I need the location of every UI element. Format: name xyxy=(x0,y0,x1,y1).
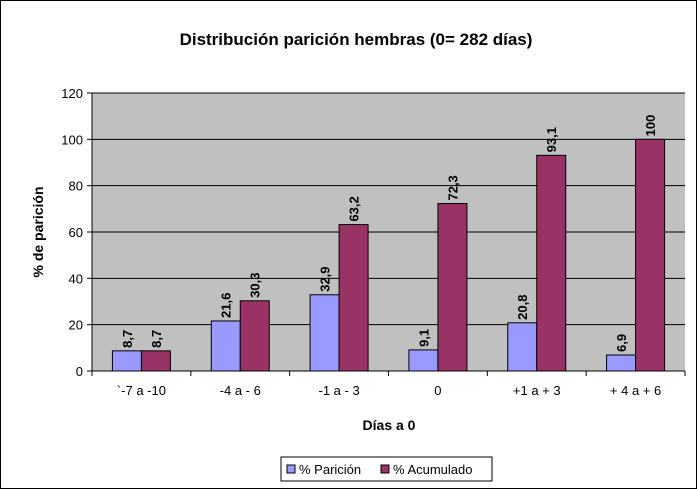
x-tick-label: +1 a + 3 xyxy=(513,383,561,398)
y-tick-label: 120 xyxy=(61,86,83,101)
bar-paricion xyxy=(507,322,538,372)
x-axis-ticks: `-7 a -10 -4 a - 6 -1 a - 3 0 +1 a + 3 + 4 a … xyxy=(91,371,686,398)
data-label: 100 xyxy=(643,115,658,137)
bar-acumulado xyxy=(437,203,468,372)
legend-swatch-paricion xyxy=(286,464,296,474)
bar-acumulado xyxy=(140,350,171,372)
legend-label-paricion: % Parición xyxy=(299,462,361,477)
bar-acumulado xyxy=(239,300,270,372)
data-label: 9,1 xyxy=(416,329,431,347)
legend: % Parición % Acumulado xyxy=(280,456,493,482)
y-axis-ticks: 0 20 40 60 80 100 120 xyxy=(61,86,92,379)
bar-paricion xyxy=(408,349,439,372)
x-tick-label: 0 xyxy=(434,383,441,398)
bar-acumulado xyxy=(635,138,666,372)
x-tick-label: -4 a - 6 xyxy=(220,383,261,398)
y-tick-label: 100 xyxy=(61,132,83,147)
bar-paricion xyxy=(309,294,340,372)
data-label: 8,7 xyxy=(120,330,135,348)
legend-swatch-acumulado xyxy=(380,464,390,474)
data-label: 21,6 xyxy=(219,293,234,318)
y-tick-label: 60 xyxy=(69,225,83,240)
bar-paricion xyxy=(111,350,142,372)
data-label: 72,3 xyxy=(445,175,460,200)
axes xyxy=(91,93,685,372)
data-label: 20,8 xyxy=(515,295,530,320)
y-tick-label: 0 xyxy=(76,364,83,379)
gridlines xyxy=(92,92,685,372)
x-tick-label: -1 a - 3 xyxy=(318,383,359,398)
y-tick-label: 40 xyxy=(69,271,83,286)
data-label: 32,9 xyxy=(318,266,333,291)
y-axis-title: % de parición xyxy=(30,186,46,277)
legend-label-acumulado: % Acumulado xyxy=(393,462,473,477)
data-label: 93,1 xyxy=(544,127,559,152)
y-tick-label: 80 xyxy=(69,179,83,194)
chart-title: Distribución parición hembras (0= 282 dí… xyxy=(180,30,533,49)
data-label: 6,9 xyxy=(614,334,629,352)
data-label: 8,7 xyxy=(149,330,164,348)
y-tick-label: 20 xyxy=(69,318,83,333)
data-label: 63,2 xyxy=(347,196,362,221)
data-labels: 8,7 8,7 21,6 30,3 32,9 63,2 9,1 72,3 20,8 93,1 6,9… xyxy=(120,115,658,352)
bar-acumulado xyxy=(536,154,567,372)
x-tick-label: `-7 a -10 xyxy=(117,383,166,398)
bars xyxy=(111,138,666,372)
x-axis-title: Días a 0 xyxy=(363,417,416,433)
bar-paricion xyxy=(210,320,241,372)
x-tick-label: + 4 a + 6 xyxy=(610,383,661,398)
data-label: 30,3 xyxy=(248,272,263,297)
bar-paricion xyxy=(606,354,637,372)
bar-acumulado xyxy=(338,224,369,372)
